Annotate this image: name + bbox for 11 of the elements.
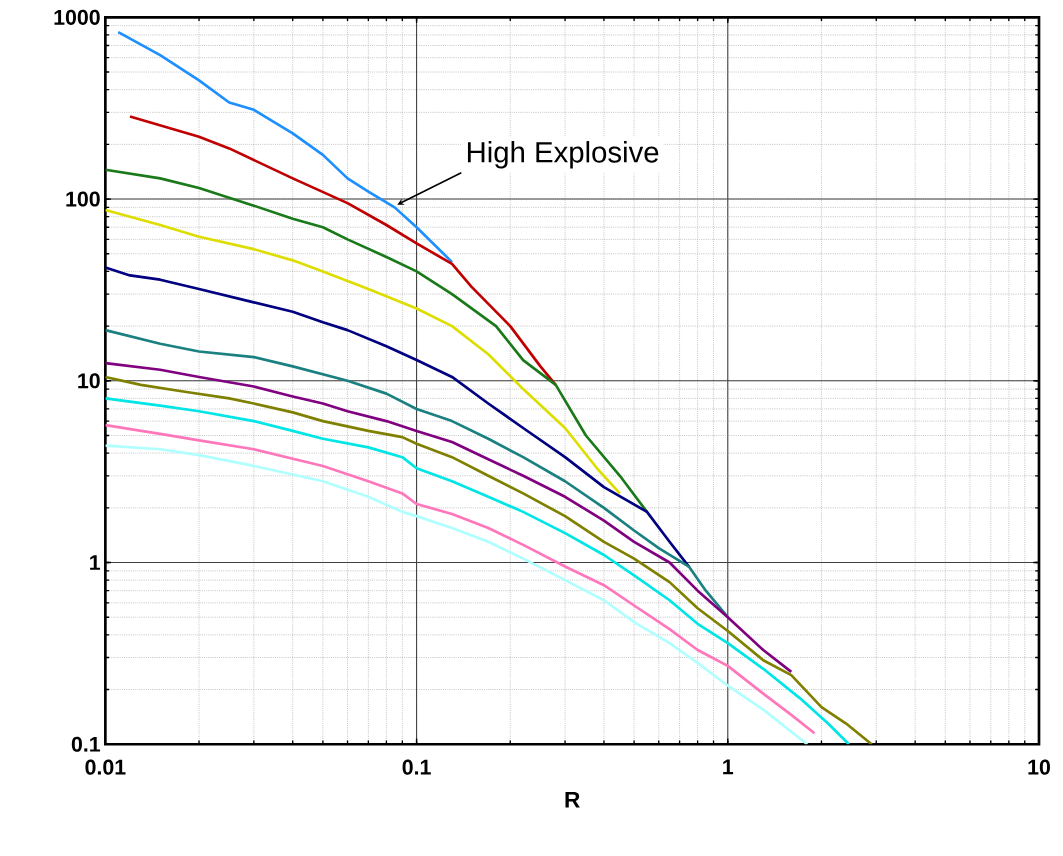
y-tick-label: 1000 [54, 9, 100, 25]
y-tick-label: 100 [66, 191, 100, 207]
x-tick-label: 0.01 [85, 759, 126, 775]
x-tick-label: 1 [723, 759, 734, 775]
annotation: High Explosive [467, 140, 659, 169]
y-tick-label: 0.1 [71, 736, 101, 752]
x-tick-label: 10 [1028, 759, 1050, 775]
x-axis-title: R [565, 791, 580, 808]
y-tick-label: 1 [90, 555, 101, 570]
x-tick-label: 0.1 [402, 759, 431, 775]
y-tick-label: 10 [78, 373, 100, 389]
